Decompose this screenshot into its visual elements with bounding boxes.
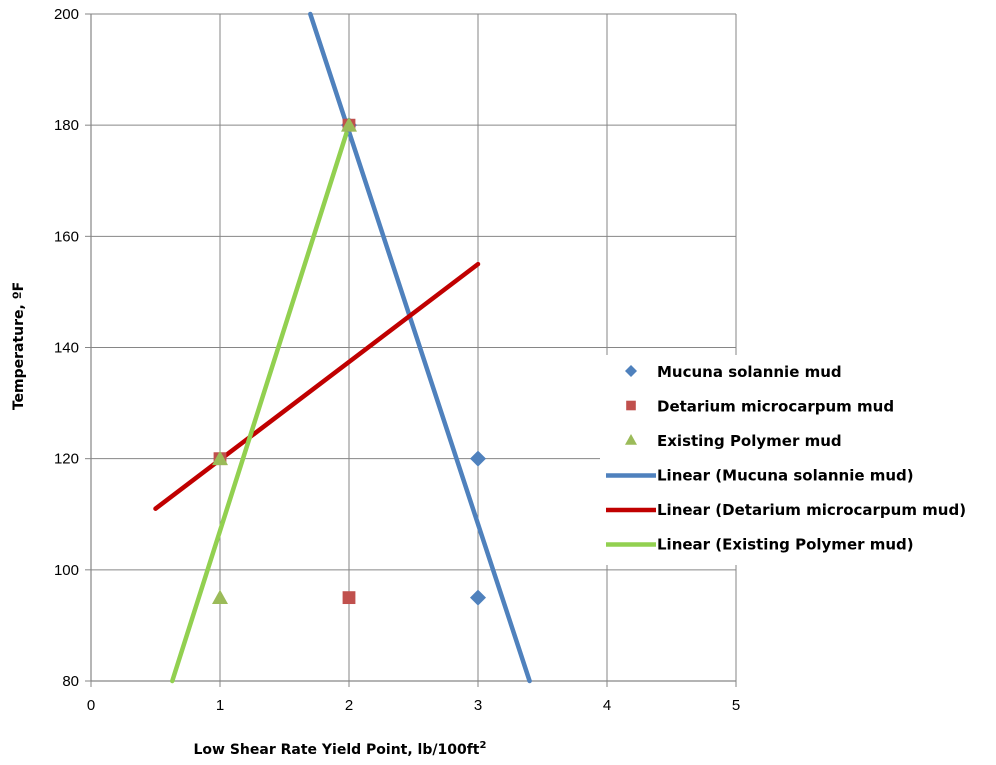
x-tick-label: 1 (216, 697, 224, 714)
grid (85, 13, 737, 687)
x-tick-label: 0 (87, 697, 95, 714)
markers (212, 117, 486, 606)
x-axis-title: Low Shear Rate Yield Point, lb/100ft2 (194, 740, 487, 758)
legend-entry-label: Existing Polymer mud (657, 432, 842, 450)
x-axis-title-text: Low Shear Rate Yield Point, lb/100ft (194, 742, 480, 758)
legend-entry-label: Detarium microcarpum mud (657, 398, 894, 416)
legend: Mucuna solannie mud Detarium microcarpum … (600, 355, 996, 565)
legend-marker (625, 365, 637, 377)
legend-entry-label: Linear (Detarium microcarpum mud) (657, 501, 966, 519)
data-point (212, 589, 228, 605)
y-axis-title: Temperature, ºF (11, 282, 27, 410)
legend-marker (626, 400, 636, 411)
y-tick-label: 160 (54, 228, 79, 245)
legend-entry-label: Mucuna solannie mud (657, 363, 842, 381)
x-tick-label: 2 (345, 697, 353, 714)
y-tick-label: 180 (54, 117, 79, 134)
data-point (212, 450, 228, 466)
legend-background (600, 355, 996, 565)
x-axis-title-superscript: 2 (480, 740, 487, 751)
y-tick-label: 80 (62, 673, 79, 690)
x-tick-label: 3 (474, 697, 482, 714)
legend-entry-label: Linear (Mucuna solannie mud) (657, 467, 914, 485)
y-tick-label: 200 (54, 6, 79, 23)
x-tick-labels: 0 1 2 3 4 5 (87, 697, 740, 714)
data-point (342, 591, 356, 605)
data-point (470, 450, 486, 467)
trendline (170, 122, 352, 684)
x-tick-label: 5 (732, 697, 740, 714)
trendline (153, 261, 481, 511)
y-tick-label: 100 (54, 562, 79, 579)
legend-marker (625, 434, 637, 445)
x-tick-label: 4 (603, 697, 611, 714)
data-point (470, 589, 486, 606)
y-tick-label: 120 (54, 451, 79, 468)
y-tick-label: 140 (54, 340, 79, 357)
data-point (341, 117, 357, 132)
legend-entry-label: Linear (Existing Polymer mud) (657, 536, 914, 554)
y-tick-labels: 80 100 120 140 160 180 200 (54, 6, 79, 690)
